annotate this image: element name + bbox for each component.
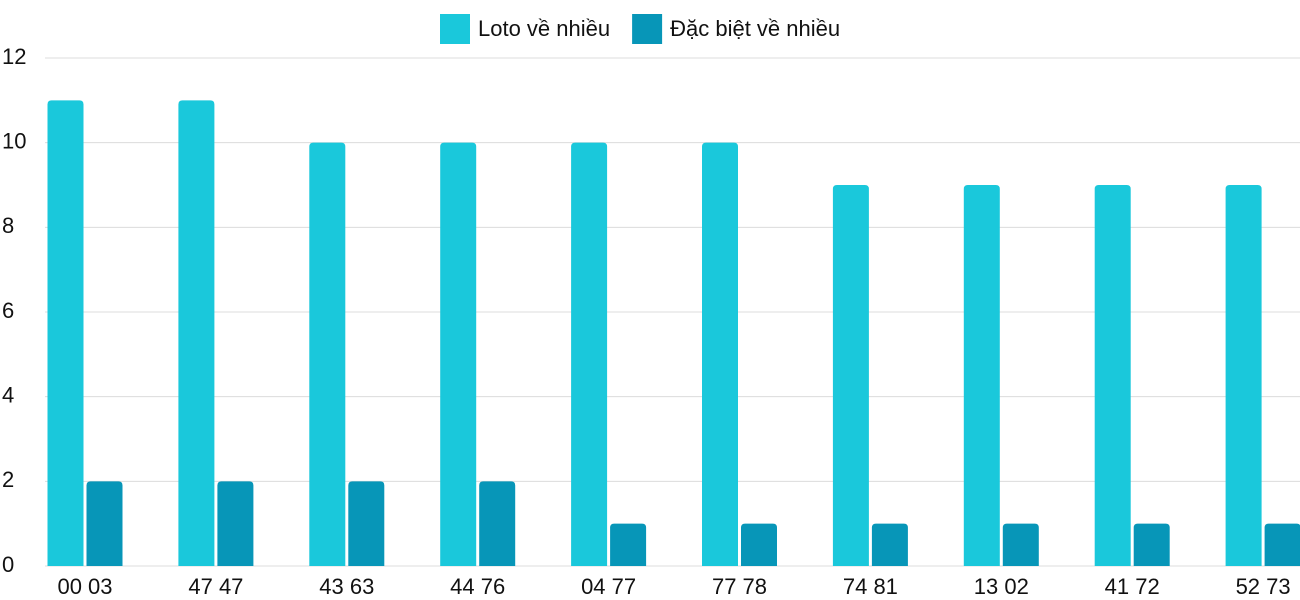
x-tick-label: 13 02 [974, 574, 1029, 599]
bar [871, 523, 908, 566]
legend-label: Đặc biệt về nhiều [670, 16, 840, 41]
x-tick-label: 77 78 [712, 574, 767, 599]
legend-swatch [632, 14, 663, 44]
x-tick-label: 47 47 [188, 574, 243, 599]
bar [217, 481, 254, 566]
legend: Loto về nhiều Đặc biệt về nhiều [440, 14, 840, 44]
y-tick-label: 0 [2, 552, 14, 577]
x-tick-label: 74 81 [843, 574, 898, 599]
bar [47, 100, 84, 566]
bar [571, 142, 608, 566]
x-tick-label: 41 72 [1105, 574, 1160, 599]
y-tick-label: 12 [2, 44, 26, 69]
y-tick-label: 10 [2, 128, 26, 153]
x-tick-label: 00 03 [57, 574, 112, 599]
bar [832, 185, 869, 566]
bar [1225, 185, 1262, 566]
y-tick-label: 2 [2, 467, 14, 492]
bar [610, 523, 647, 566]
bar [741, 523, 777, 566]
bar [963, 185, 1000, 566]
bar [1264, 523, 1300, 566]
bar [348, 481, 385, 566]
x-tick-label: 52 73 [1236, 574, 1291, 599]
bar [1133, 523, 1170, 566]
legend-label: Loto về nhiều [478, 16, 610, 41]
bar [1002, 523, 1039, 566]
x-tick-label: 43 63 [319, 574, 374, 599]
bar [702, 142, 738, 566]
y-tick-label: 8 [2, 213, 14, 238]
bar [479, 481, 516, 566]
bar [309, 142, 346, 566]
bar [86, 481, 123, 566]
bar [440, 142, 477, 566]
y-tick-label: 4 [2, 382, 14, 407]
bar [1094, 185, 1131, 566]
legend-swatch [440, 14, 470, 44]
bar [178, 100, 215, 566]
x-tick-label: 44 76 [450, 574, 505, 599]
x-tick-label: 04 77 [581, 574, 636, 599]
y-tick-label: 6 [2, 298, 14, 323]
